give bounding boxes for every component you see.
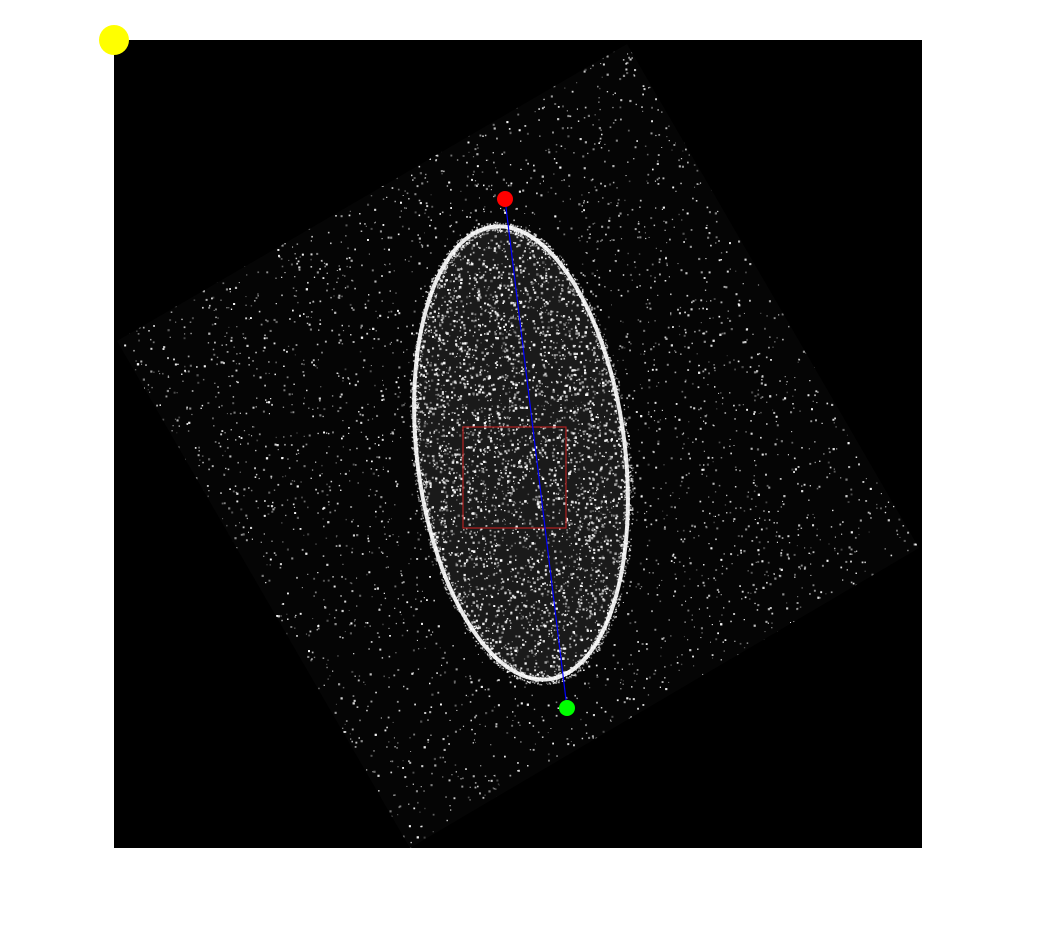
ellipse-rim-speckle bbox=[409, 221, 635, 686]
major-axis-line bbox=[504, 198, 568, 709]
ellipse-interior bbox=[414, 226, 628, 680]
corner-marker bbox=[99, 25, 129, 55]
end-point-marker bbox=[559, 700, 575, 716]
roi-box bbox=[462, 426, 567, 529]
start-point-marker bbox=[497, 191, 513, 207]
